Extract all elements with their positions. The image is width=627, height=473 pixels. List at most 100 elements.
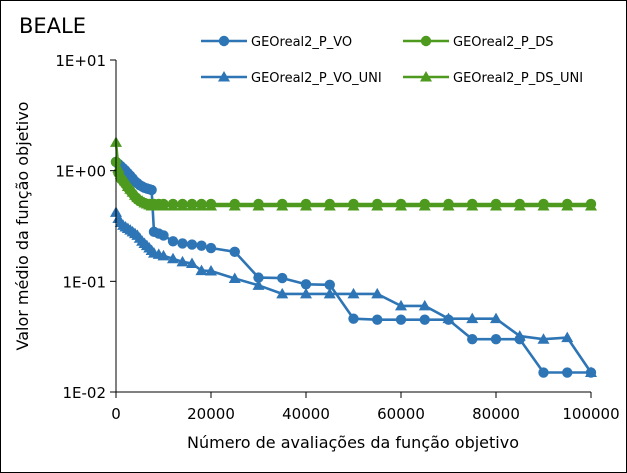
- data-point-georeal2-p-vo-uni: [347, 287, 360, 299]
- data-point-georeal2-p-vo: [538, 367, 549, 378]
- data-point-georeal2-p-ds-uni: [513, 199, 526, 211]
- data-point-georeal2-p-vo: [419, 314, 430, 325]
- y-tick-label: 1E-01: [62, 273, 106, 291]
- data-point-georeal2-p-vo: [253, 272, 264, 283]
- data-point-georeal2-p-ds-uni: [395, 199, 407, 211]
- x-tick-label: 60000: [377, 405, 425, 423]
- data-point-georeal2-p-ds-uni: [186, 199, 198, 211]
- legend-swatch-marker: [420, 35, 432, 47]
- data-point-georeal2-p-vo-uni: [186, 257, 198, 268]
- data-point-georeal2-p-ds-uni: [537, 199, 550, 211]
- data-point-georeal2-p-vo: [395, 314, 407, 325]
- series-line-georeal2-p-ds: [114, 161, 591, 206]
- y-axis-title: Valor médio da função objetivo: [13, 102, 32, 351]
- legend-label: GEOreal2_P_DS_UNI: [453, 71, 583, 86]
- data-point-georeal2-p-vo-uni: [418, 299, 431, 311]
- y-tick-label: 1E-02: [62, 384, 106, 402]
- data-point-georeal2-p-vo: [205, 242, 217, 254]
- legend-item-georeal2-p-vo: GEOreal2_P_VO: [201, 35, 352, 50]
- data-point-georeal2-p-vo-uni: [513, 330, 526, 341]
- y-tick-label: 1E+00: [55, 163, 106, 181]
- data-point-georeal2-p-vo-uni: [585, 366, 597, 378]
- data-point-georeal2-p-vo-uni: [442, 312, 455, 324]
- data-point-georeal2-p-ds-uni: [585, 199, 597, 211]
- data-point-georeal2-p-vo: [158, 230, 169, 241]
- data-point-georeal2-p-ds-uni: [347, 199, 360, 211]
- data-point-georeal2-p-vo: [372, 314, 383, 325]
- data-point-georeal2-p-vo: [167, 236, 179, 247]
- x-axis-title: Número de avaliações da função objetivo: [187, 433, 519, 452]
- data-point-georeal2-p-ds-uni: [371, 199, 384, 211]
- data-point-georeal2-p-vo-uni: [300, 287, 312, 299]
- legend-item-georeal2-p-vo-uni: GEOreal2_P_VO_UNI: [201, 71, 382, 86]
- data-point-georeal2-p-ds-uni: [167, 199, 179, 211]
- data-point-georeal2-p-vo-uni: [395, 299, 407, 311]
- x-tick-label: 80000: [472, 405, 520, 423]
- ticks: 0 20000 40000 60000 80000 100000 1E-02 1E-01 1E+…: [55, 52, 619, 423]
- axes: [115, 60, 591, 393]
- data-point-georeal2-p-vo: [277, 272, 288, 284]
- data-point-georeal2-p-vo: [196, 240, 207, 251]
- data-point-georeal2-p-vo: [229, 246, 240, 257]
- data-point-georeal2-p-vo: [146, 184, 157, 196]
- chart-title: BEALE: [19, 14, 86, 38]
- data-point-georeal2-p-vo: [562, 367, 573, 378]
- data-point-georeal2-p-vo-uni: [276, 287, 289, 299]
- data-point-georeal2-p-vo-uni: [195, 264, 208, 276]
- data-point-georeal2-p-vo-uni: [371, 287, 384, 299]
- legend-swatch-marker: [218, 71, 230, 82]
- legend-label: GEOreal2_P_VO: [251, 35, 352, 50]
- legend-label: GEOreal2_P_VO_UNI: [251, 71, 382, 86]
- data-point-georeal2-p-vo: [177, 238, 188, 249]
- data-point-georeal2-p-vo-uni: [176, 255, 189, 267]
- legend-item-georeal2-p-ds: GEOreal2_P_DS: [403, 35, 554, 50]
- data-point-georeal2-p-vo-uni: [490, 312, 502, 324]
- data-point-georeal2-p-vo-uni: [205, 264, 217, 276]
- series-line-georeal2-p-ds-uni: [114, 142, 591, 208]
- x-tick-label: 20000: [187, 405, 235, 423]
- data-point-georeal2-p-vo: [467, 333, 478, 345]
- data-point-georeal2-p-ds-uni: [228, 199, 241, 211]
- data-point-georeal2-p-vo: [324, 279, 335, 291]
- data-point-georeal2-p-ds-uni: [418, 199, 431, 211]
- x-tick-label: 0: [111, 405, 121, 423]
- data-point-georeal2-p-vo-uni: [157, 249, 170, 261]
- data-point-georeal2-p-vo: [186, 239, 198, 250]
- data-point-georeal2-p-ds-uni: [252, 199, 265, 211]
- data-point-georeal2-p-ds-uni: [157, 199, 170, 211]
- series-georeal2-p-ds-uni: [110, 136, 597, 211]
- data-point-georeal2-p-vo: [490, 333, 502, 345]
- legend-swatch-marker: [218, 35, 230, 47]
- legend-swatch-marker: [420, 71, 432, 82]
- series-georeal2-p-vo-uni: [110, 206, 597, 378]
- data-point-georeal2-p-ds-uni: [276, 199, 289, 211]
- data-point-georeal2-p-vo-uni: [228, 272, 241, 284]
- legend-item-georeal2-p-ds-uni: GEOreal2_P_DS_UNI: [403, 71, 583, 86]
- plot-marks: [110, 136, 597, 378]
- data-point-georeal2-p-vo-uni: [561, 331, 574, 343]
- x-tick-label: 100000: [562, 405, 619, 423]
- data-point-georeal2-p-ds-uni: [561, 199, 574, 211]
- data-point-georeal2-p-vo-uni: [252, 279, 265, 290]
- data-point-georeal2-p-ds-uni: [442, 199, 455, 211]
- data-point-georeal2-p-ds-uni: [300, 199, 312, 211]
- data-point-georeal2-p-vo-uni: [466, 312, 479, 324]
- data-point-georeal2-p-ds-uni: [176, 199, 189, 211]
- data-point-georeal2-p-ds-uni: [466, 199, 479, 211]
- x-tick-label: 40000: [282, 405, 330, 423]
- data-point-georeal2-p-ds-uni: [205, 199, 217, 211]
- legend: GEOreal2_P_VO GEOreal2_P_DS GEOreal2_P_VO_…: [201, 35, 583, 86]
- data-point-georeal2-p-vo: [348, 313, 359, 324]
- series-georeal2-p-vo: [110, 156, 597, 378]
- data-point-georeal2-p-ds-uni: [490, 199, 502, 211]
- data-point-georeal2-p-vo: [300, 279, 312, 290]
- y-tick-label: 1E+01: [55, 52, 106, 70]
- data-point-georeal2-p-vo-uni: [537, 333, 550, 344]
- legend-label: GEOreal2_P_DS: [453, 35, 554, 50]
- data-point-georeal2-p-ds-uni: [323, 199, 336, 211]
- data-point-georeal2-p-vo-uni: [167, 252, 179, 264]
- data-point-georeal2-p-ds-uni: [195, 199, 208, 211]
- data-point-georeal2-p-vo-uni: [323, 287, 336, 299]
